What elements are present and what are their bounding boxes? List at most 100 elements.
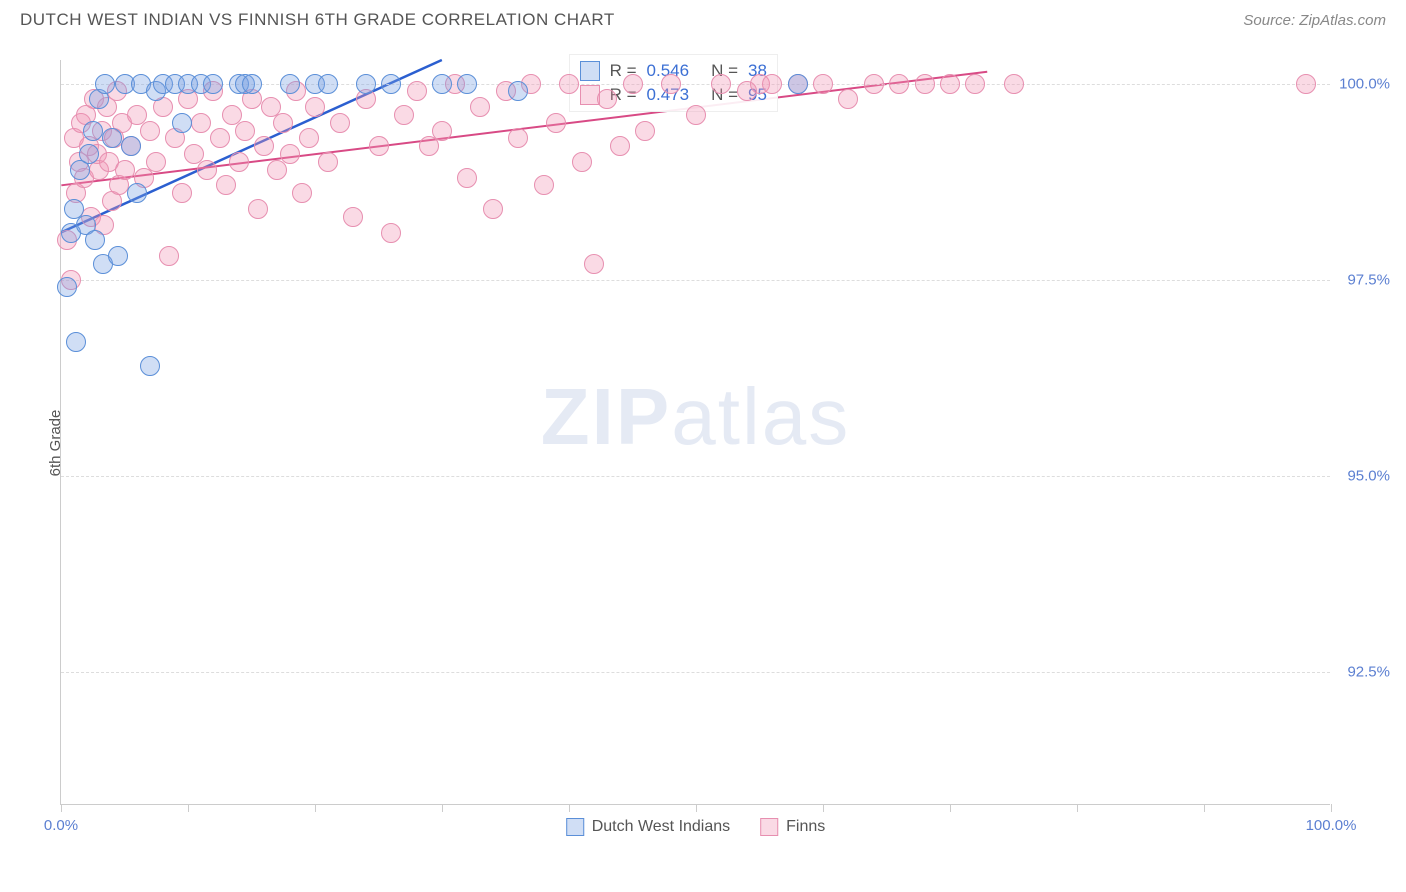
scatter-point-finns: [330, 113, 350, 133]
trend-lines-svg: [61, 60, 1330, 804]
scatter-point-finns: [838, 89, 858, 109]
x-tick: [569, 804, 570, 812]
scatter-point-finns: [280, 144, 300, 164]
scatter-point-dutch: [172, 113, 192, 133]
legend-bottom: Dutch West Indians Finns: [566, 818, 826, 836]
x-tick: [696, 804, 697, 812]
y-tick-label: 97.5%: [1347, 271, 1390, 288]
scatter-point-dutch: [788, 74, 808, 94]
scatter-point-dutch: [57, 277, 77, 297]
legend-label: Finns: [786, 818, 825, 836]
scatter-point-finns: [508, 128, 528, 148]
scatter-point-finns: [343, 207, 363, 227]
scatter-point-dutch: [66, 332, 86, 352]
x-tick: [1331, 804, 1332, 812]
scatter-point-finns: [159, 246, 179, 266]
scatter-point-finns: [711, 74, 731, 94]
scatter-point-finns: [610, 136, 630, 156]
scatter-point-finns: [248, 199, 268, 219]
scatter-point-finns: [940, 74, 960, 94]
legend-swatch-finns: [760, 818, 778, 836]
y-tick-label: 92.5%: [1347, 663, 1390, 680]
scatter-point-dutch: [102, 128, 122, 148]
scatter-point-dutch: [381, 74, 401, 94]
scatter-point-dutch: [508, 81, 528, 101]
scatter-point-finns: [394, 105, 414, 125]
scatter-point-finns: [292, 183, 312, 203]
scatter-point-finns: [197, 160, 217, 180]
scatter-point-finns: [254, 136, 274, 156]
scatter-point-finns: [813, 74, 833, 94]
scatter-point-dutch: [121, 136, 141, 156]
scatter-point-finns: [546, 113, 566, 133]
scatter-point-finns: [534, 175, 554, 195]
x-tick: [61, 804, 62, 812]
scatter-point-finns: [369, 136, 389, 156]
scatter-point-finns: [559, 74, 579, 94]
legend-item-finns: Finns: [760, 818, 825, 836]
x-tick-label: 0.0%: [44, 817, 78, 834]
y-tick-label: 95.0%: [1347, 467, 1390, 484]
gridline-h: [61, 672, 1330, 673]
scatter-point-finns: [572, 152, 592, 172]
scatter-point-dutch: [127, 183, 147, 203]
legend-swatch-dutch: [566, 818, 584, 836]
watermark-atlas: atlas: [671, 372, 850, 461]
scatter-point-dutch: [203, 74, 223, 94]
scatter-point-finns: [470, 97, 490, 117]
scatter-point-finns: [597, 89, 617, 109]
scatter-point-finns: [432, 121, 452, 141]
scatter-point-finns: [686, 105, 706, 125]
scatter-point-dutch: [108, 246, 128, 266]
scatter-point-dutch: [280, 74, 300, 94]
scatter-point-finns: [210, 128, 230, 148]
scatter-point-finns: [1296, 74, 1316, 94]
watermark: ZIPatlas: [541, 371, 850, 463]
scatter-point-finns: [191, 113, 211, 133]
legend-swatch-dutch: [580, 61, 600, 81]
scatter-point-finns: [889, 74, 909, 94]
scatter-point-finns: [146, 152, 166, 172]
watermark-zip: ZIP: [541, 372, 671, 461]
scatter-point-finns: [407, 81, 427, 101]
scatter-point-finns: [229, 152, 249, 172]
scatter-point-dutch: [83, 121, 103, 141]
x-tick: [823, 804, 824, 812]
scatter-point-finns: [864, 74, 884, 94]
legend-label: Dutch West Indians: [592, 818, 730, 836]
scatter-point-finns: [299, 128, 319, 148]
scatter-point-finns: [318, 152, 338, 172]
scatter-point-finns: [584, 254, 604, 274]
scatter-point-finns: [1004, 74, 1024, 94]
scatter-point-dutch: [356, 74, 376, 94]
scatter-point-dutch: [140, 356, 160, 376]
scatter-point-dutch: [242, 74, 262, 94]
x-tick: [442, 804, 443, 812]
scatter-point-finns: [235, 121, 255, 141]
scatter-point-finns: [457, 168, 477, 188]
scatter-point-dutch: [95, 74, 115, 94]
chart-header: DUTCH WEST INDIAN VS FINNISH 6TH GRADE C…: [0, 0, 1406, 35]
x-tick: [950, 804, 951, 812]
x-tick-label: 100.0%: [1306, 817, 1357, 834]
scatter-point-dutch: [85, 230, 105, 250]
scatter-point-finns: [140, 121, 160, 141]
chart-title: DUTCH WEST INDIAN VS FINNISH 6TH GRADE C…: [20, 10, 615, 30]
gridline-h: [61, 280, 1330, 281]
gridline-h: [61, 476, 1330, 477]
scatter-point-finns: [273, 113, 293, 133]
legend-item-dutch: Dutch West Indians: [566, 818, 730, 836]
scatter-point-finns: [115, 160, 135, 180]
scatter-point-finns: [915, 74, 935, 94]
scatter-point-finns: [623, 74, 643, 94]
scatter-point-finns: [216, 175, 236, 195]
scatter-point-dutch: [457, 74, 477, 94]
scatter-point-finns: [661, 74, 681, 94]
x-tick: [188, 804, 189, 812]
chart-source: Source: ZipAtlas.com: [1243, 12, 1386, 29]
x-tick: [1077, 804, 1078, 812]
source-prefix: Source:: [1243, 12, 1299, 29]
scatter-point-dutch: [318, 74, 338, 94]
source-name: ZipAtlas.com: [1299, 12, 1386, 29]
scatter-point-finns: [483, 199, 503, 219]
